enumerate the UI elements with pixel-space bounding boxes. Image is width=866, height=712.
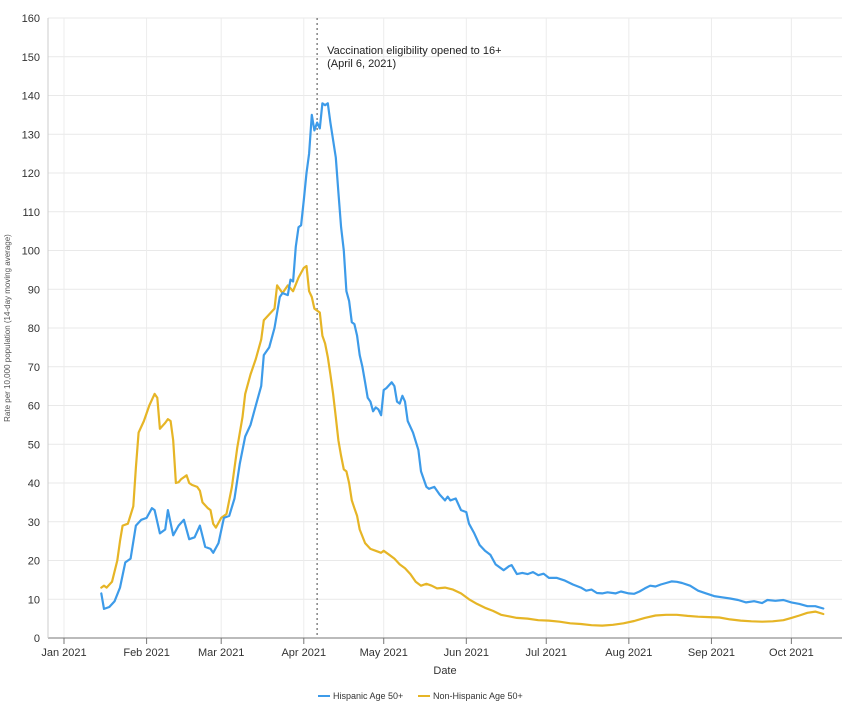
- x-tick-label: Aug 2021: [605, 647, 652, 659]
- x-tick-label: Feb 2021: [123, 647, 169, 659]
- y-tick-label: 140: [22, 91, 40, 103]
- x-axis-title: Date: [433, 665, 456, 677]
- y-tick-label: 20: [28, 556, 40, 568]
- y-tick-label: 90: [28, 284, 40, 296]
- x-tick-label: Mar 2021: [198, 647, 244, 659]
- y-tick-label: 30: [28, 517, 40, 529]
- series-line-non-hispanic[interactable]: [100, 264, 825, 627]
- series-line-hispanic[interactable]: [100, 102, 825, 610]
- y-tick-label: 60: [28, 401, 40, 413]
- y-tick-label: 40: [28, 478, 40, 490]
- x-tick-labels: Jan 2021 Feb 2021 Mar 2021 Apr 2021 May 2021…: [41, 638, 814, 659]
- x-tick-label: May 2021: [360, 647, 408, 659]
- y-tick-label: 130: [22, 129, 40, 141]
- y-tick-label: 10: [28, 594, 40, 606]
- legend-label-non-hispanic: Non-Hispanic Age 50+: [433, 691, 523, 701]
- y-tick-label: 50: [28, 439, 40, 451]
- y-tick-label: 150: [22, 52, 40, 64]
- x-tick-label: Jan 2021: [41, 647, 86, 659]
- x-tick-label: Jun 2021: [444, 647, 489, 659]
- legend-item-hispanic[interactable]: Hispanic Age 50+: [318, 691, 403, 701]
- y-axis-title: Rate per 10,000 population (14-day movin…: [3, 234, 12, 422]
- series-lines: [100, 102, 825, 627]
- annotation: Vaccination eligibility opened to 16+ (A…: [316, 18, 502, 638]
- y-tick-label: 0: [34, 633, 40, 645]
- y-tick-label: 70: [28, 362, 40, 374]
- y-tick-label: 100: [22, 246, 40, 258]
- legend[interactable]: Hispanic Age 50+ Non-Hispanic Age 50+: [318, 691, 523, 701]
- legend-label-hispanic: Hispanic Age 50+: [333, 691, 403, 701]
- grid-lines: [48, 17, 842, 638]
- x-tick-label: Oct 2021: [769, 647, 814, 659]
- y-tick-label: 160: [22, 13, 40, 25]
- legend-item-non-hispanic[interactable]: Non-Hispanic Age 50+: [418, 691, 523, 701]
- y-tick-labels: 0 10 20 30 40 50 60 70 80 90 100 110 120 130 140 150 160: [22, 13, 40, 645]
- x-tick-label: Sep 2021: [688, 647, 735, 659]
- annotation-text-line-1: Vaccination eligibility opened to 16+: [327, 45, 501, 57]
- y-tick-label: 110: [22, 207, 40, 219]
- annotation-text-line-2: (April 6, 2021): [327, 58, 396, 70]
- x-tick-label: Jul 2021: [525, 647, 567, 659]
- y-tick-label: 120: [22, 168, 40, 180]
- y-tick-label: 80: [28, 323, 40, 335]
- axes: [47, 18, 842, 639]
- x-tick-label: Apr 2021: [281, 647, 326, 659]
